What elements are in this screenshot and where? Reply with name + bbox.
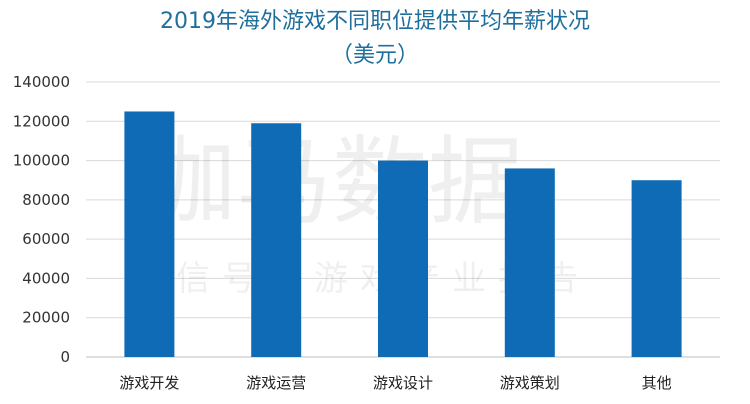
y-tick-label: 40000	[22, 269, 70, 287]
watermark: 伽马数据 微信号：游戏产业报告	[130, 126, 590, 299]
y-tick-label: 140000	[13, 73, 70, 91]
bar-1	[124, 111, 175, 357]
x-category-label: 游戏策划	[500, 374, 560, 392]
x-category-label: 游戏设计	[373, 374, 433, 392]
chart-title: 2019年海外游戏不同职位提供平均年薪状况	[160, 9, 590, 34]
y-tick-label: 60000	[22, 230, 70, 248]
y-tick-label: 120000	[13, 112, 70, 130]
chart-subtitle: （美元）	[330, 43, 419, 68]
watermark-main-text: 伽马数据	[140, 126, 524, 238]
y-tick-label: 0	[60, 348, 70, 366]
y-tick-label: 20000	[22, 309, 70, 327]
y-tick-label: 80000	[22, 191, 70, 209]
y-tick-label: 100000	[13, 152, 70, 170]
bar-3	[378, 160, 428, 357]
bar-2	[251, 123, 302, 357]
x-category-label: 游戏运营	[246, 374, 306, 392]
bar-4	[504, 168, 555, 357]
x-axis-labels: 游戏开发 游戏运营 游戏设计 游戏策划 其他	[119, 374, 671, 392]
x-category-label: 其他	[642, 374, 672, 392]
watermark-sub-text: 微信号：游戏产业报告	[130, 259, 590, 299]
bars	[124, 111, 682, 357]
y-axis-ticks: 0 20000 40000 60000 80000 100000 120000 140000	[13, 73, 70, 366]
bar-5	[631, 180, 682, 357]
x-category-label: 游戏开发	[119, 374, 179, 392]
